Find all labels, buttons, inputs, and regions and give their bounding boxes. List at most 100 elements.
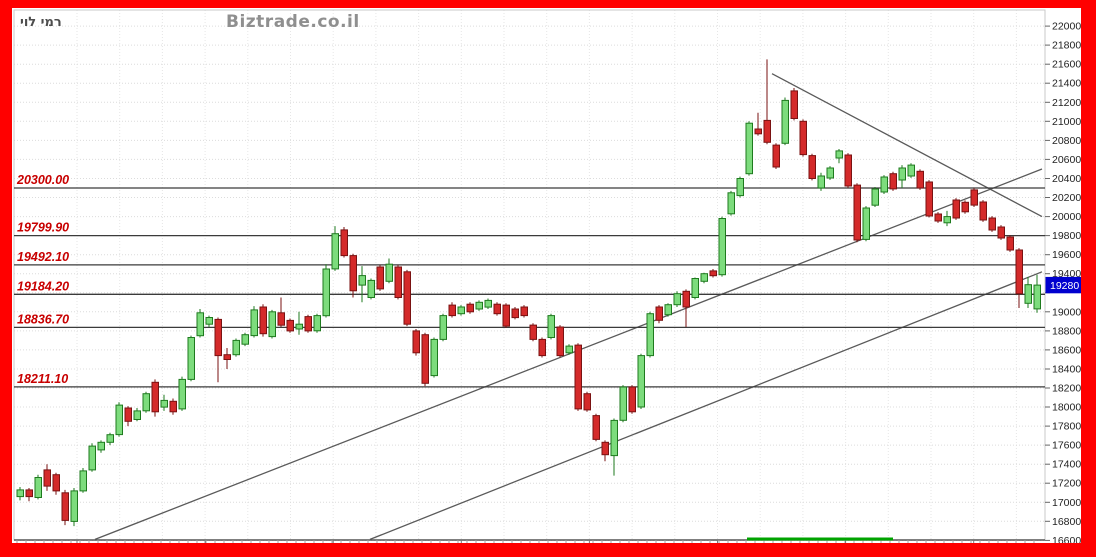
y-axis-label: 18600 [1052,344,1081,356]
candle-body [646,313,654,357]
candle-body [727,192,735,215]
y-axis-label: 21200 [1052,97,1081,109]
y-axis-label: 20000 [1052,211,1081,223]
candle-body [736,178,744,197]
candle-body [214,318,222,357]
y-axis-label: 21600 [1052,59,1081,71]
candle-body [403,271,411,325]
candle-body [70,490,78,522]
candle-body [484,299,492,308]
candle-body [1006,236,1014,251]
candle-body [160,399,168,408]
y-axis-label: 20200 [1052,192,1081,204]
y-axis-label: 18400 [1052,364,1081,376]
candle-body [1024,284,1032,304]
candle-body [331,233,339,270]
candle-body [448,304,456,317]
candle-body [88,445,96,471]
candle-body [268,311,276,338]
candle-body [835,150,843,159]
candle-body [394,266,402,298]
candle-body [502,304,510,327]
candle-body [565,345,573,354]
candle-body [556,326,564,357]
y-axis-label: 17600 [1052,440,1081,452]
candle-body [691,278,699,298]
last-price-badge-label: 19280 [1050,280,1079,292]
candle-body [754,128,762,135]
candle-body [907,164,915,177]
candle-body [961,201,969,213]
candle-body [52,474,60,492]
candle-body [583,393,591,411]
candle-body [16,489,24,498]
level-label: 19799.90 [17,221,69,235]
candle-body [223,354,231,361]
candle-body [241,334,249,345]
trendline-descending [771,73,1043,218]
candle-body [889,173,897,190]
candle-body [826,167,834,179]
candle-body [79,470,87,492]
y-axis-label: 21000 [1052,116,1081,128]
candle-body [610,419,618,457]
candle-body [655,306,663,321]
candle-body [592,415,600,440]
candle-body [943,216,951,224]
candle-body [466,303,474,313]
candle-body [493,303,501,315]
candle-body [862,207,870,240]
y-axis-label: 17200 [1052,478,1081,490]
y-axis-label: 21800 [1052,40,1081,52]
candle-body [25,489,33,498]
candle-body [115,404,123,436]
candle-body [601,441,609,456]
watermark-logo: Biztrade.co.il [226,12,360,32]
candle-body [925,181,933,217]
candle-body [295,323,303,330]
candle-body [106,434,114,443]
candle-body [700,273,708,282]
candle-body [718,218,726,276]
candle-body [1033,284,1041,310]
candle-body [142,393,150,412]
candle-body [43,469,51,487]
y-axis-label: 19600 [1052,249,1081,261]
candle-body [619,386,627,421]
y-axis-label: 16600 [1052,535,1081,543]
candle-body [511,308,519,319]
candle-body [232,339,240,356]
candle-body [322,268,330,317]
candle-body [628,386,636,413]
candle-body [133,410,141,420]
candle-body [430,338,438,377]
candle-body [547,315,555,339]
candle-body [970,189,978,206]
y-axis-label: 18000 [1052,402,1081,414]
candle-body [781,99,789,144]
candle-body [952,199,960,219]
candle-body [34,477,42,498]
candle-body [178,378,186,410]
candle-body [988,217,996,231]
bottom-highlight [747,537,893,541]
candle-body [844,154,852,187]
candle-body [709,270,717,277]
candle-body [880,176,888,193]
candle-body [376,266,384,290]
candle-body [745,122,753,175]
candle-body [790,90,798,120]
plot-frame [13,9,1046,541]
level-label: 19492.10 [17,250,69,264]
candle-body [340,229,348,257]
candle-body [916,170,924,189]
y-axis-label: 20600 [1052,154,1081,166]
candle-body [763,119,771,143]
candle-body [187,337,195,380]
candle-body [673,293,681,306]
candle-body [385,263,393,282]
trendline-ascending-lower [369,271,1043,541]
y-axis-label: 17800 [1052,421,1081,433]
candle-body [259,306,267,335]
